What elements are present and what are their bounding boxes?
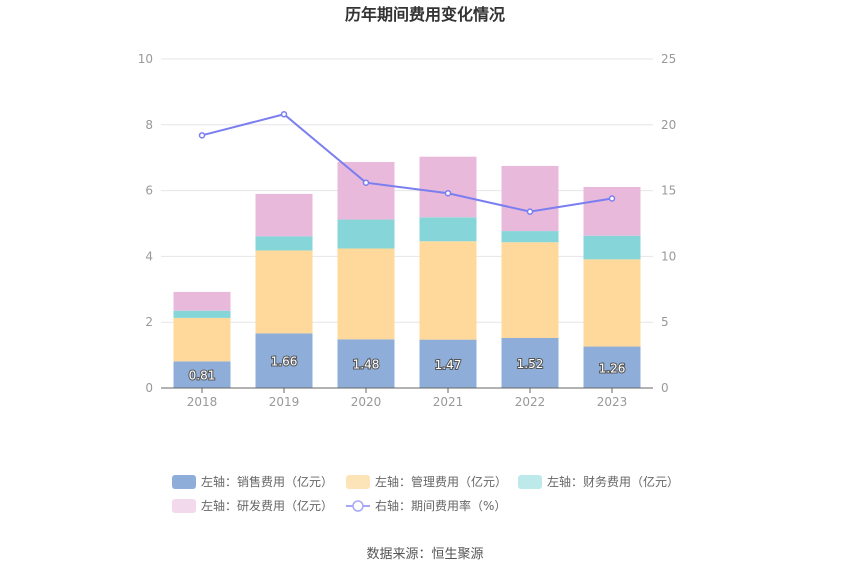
bar-segment-1 <box>501 337 559 388</box>
legend-marker <box>352 500 364 512</box>
rate-point <box>526 208 534 215</box>
left-tick-label: 4 <box>145 249 153 263</box>
bar-segment-3 <box>337 219 395 249</box>
x-tick-label: 2018 <box>187 395 218 409</box>
bar-segment-4 <box>583 186 641 236</box>
rate-point <box>280 111 288 118</box>
bar-segment-2 <box>583 259 641 347</box>
grid <box>161 58 653 323</box>
right-tick-label: 20 <box>661 118 676 132</box>
left-axis: 0 2 4 6 8 10 <box>138 52 153 395</box>
bar-data-label: 1.48 <box>353 358 380 372</box>
bar-segment-4 <box>501 165 559 232</box>
data-source: 数据来源：恒生聚源 <box>366 547 483 562</box>
bar-segment-3 <box>173 310 231 318</box>
bar-segment-3 <box>419 217 477 242</box>
x-tick-label: 2022 <box>515 395 546 409</box>
bar-segment-4 <box>337 161 395 220</box>
legend-item[interactable]: 左轴：销售费用（亿元） <box>172 474 333 489</box>
chart-title: 历年期间费用变化情况 <box>345 5 505 24</box>
bar-segment-2 <box>173 317 231 362</box>
bar-data-label: 1.26 <box>599 361 626 375</box>
legend-label: 左轴：财务费用（亿元） <box>547 474 679 489</box>
legend-swatch <box>172 499 196 513</box>
rate-point <box>198 132 206 139</box>
legend-item[interactable]: 左轴：财务费用（亿元） <box>518 474 679 489</box>
bar-segment-4 <box>419 156 477 218</box>
x-tick-label: 2023 <box>597 395 628 409</box>
bars: 0.81 1.66 1.48 1.47 1.52 1.26 <box>173 156 641 388</box>
legend-swatch <box>346 475 370 489</box>
bar-segment-1 <box>173 361 231 388</box>
rate-point <box>608 195 616 202</box>
legend-item[interactable]: 右轴：期间费用率（%） <box>346 498 506 513</box>
right-tick-label: 0 <box>661 381 669 395</box>
rate-point <box>362 179 370 186</box>
legend-swatch <box>172 475 196 489</box>
rate-line-path <box>201 113 613 213</box>
x-tick-label: 2020 <box>351 395 382 409</box>
bar-segment-1 <box>583 346 641 388</box>
bar-segment-2 <box>337 248 395 340</box>
x-tick-label: 2021 <box>433 395 464 409</box>
bar-segment-4 <box>173 291 231 311</box>
left-tick-label: 2 <box>145 315 153 329</box>
bar-data-label: 1.47 <box>435 358 462 372</box>
legend-label: 左轴：研发费用（亿元） <box>201 498 333 513</box>
legend-item[interactable]: 左轴：管理费用（亿元） <box>346 474 507 489</box>
left-tick-label: 8 <box>145 118 153 132</box>
left-tick-label: 6 <box>145 184 153 198</box>
rate-point <box>444 189 452 197</box>
legend-label: 左轴：管理费用（亿元） <box>375 474 507 489</box>
rate-line <box>198 111 616 215</box>
legend-label: 左轴：销售费用（亿元） <box>201 474 333 489</box>
right-tick-label: 10 <box>661 249 676 263</box>
bar-segment-1 <box>419 339 477 388</box>
right-tick-label: 25 <box>661 52 676 66</box>
bar-segment-3 <box>255 236 313 251</box>
bar-segment-3 <box>583 235 641 260</box>
legend-swatch <box>518 475 542 489</box>
bar-segment-2 <box>255 250 313 334</box>
left-tick-label: 0 <box>145 381 153 395</box>
bar-segment-4 <box>255 193 313 237</box>
bar-segment-2 <box>501 242 559 338</box>
x-axis: 2018 2019 2020 2021 2022 2023 <box>161 387 653 409</box>
bar-segment-3 <box>501 231 559 243</box>
bar-segment-2 <box>419 241 477 340</box>
bar-segment-1 <box>255 333 313 388</box>
right-tick-label: 15 <box>661 184 676 198</box>
bar-data-label: 1.52 <box>517 357 544 371</box>
bar-segment-1 <box>337 339 395 388</box>
right-axis: 0 5 10 15 20 25 <box>661 52 676 395</box>
x-tick-label: 2019 <box>269 395 300 409</box>
legend-item[interactable]: 左轴：研发费用（亿元） <box>172 498 333 513</box>
bar-data-label: 1.66 <box>271 355 298 369</box>
right-tick-label: 5 <box>661 315 669 329</box>
legend: 左轴：销售费用（亿元） 左轴：管理费用（亿元） 左轴：财务费用（亿元） 左轴：研发费用… <box>172 474 679 513</box>
bar-data-label: 0.81 <box>189 369 216 383</box>
left-tick-label: 10 <box>138 52 153 66</box>
legend-label: 右轴：期间费用率（%） <box>375 498 506 513</box>
